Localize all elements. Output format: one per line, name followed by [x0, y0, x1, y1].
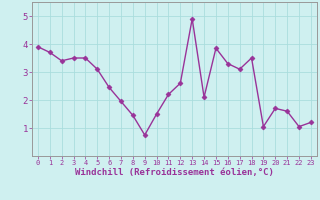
- X-axis label: Windchill (Refroidissement éolien,°C): Windchill (Refroidissement éolien,°C): [75, 168, 274, 177]
